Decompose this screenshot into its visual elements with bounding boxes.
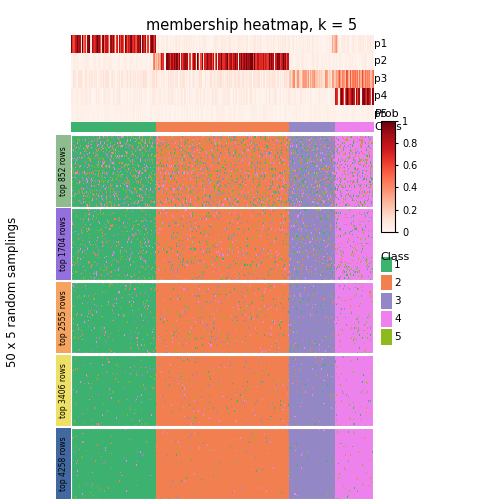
Text: top 852 rows: top 852 rows xyxy=(59,146,68,196)
Text: membership heatmap, k = 5: membership heatmap, k = 5 xyxy=(147,18,357,33)
Text: 2: 2 xyxy=(394,278,401,288)
Text: top 4258 rows: top 4258 rows xyxy=(59,436,68,490)
Text: p3: p3 xyxy=(374,74,388,84)
Text: 3: 3 xyxy=(394,296,401,306)
Text: p4: p4 xyxy=(374,91,388,101)
Text: top 3406 rows: top 3406 rows xyxy=(59,363,68,418)
Text: 1: 1 xyxy=(394,260,401,270)
Text: Class: Class xyxy=(381,252,410,262)
Text: top 1704 rows: top 1704 rows xyxy=(59,217,68,272)
Text: p1: p1 xyxy=(374,39,388,49)
Title: Prob: Prob xyxy=(375,109,400,119)
Text: p2: p2 xyxy=(374,56,388,67)
Text: 4: 4 xyxy=(394,314,401,324)
Text: 50 x 5 random samplings: 50 x 5 random samplings xyxy=(6,217,19,367)
Text: Class: Class xyxy=(374,122,402,132)
Text: 5: 5 xyxy=(394,332,401,342)
Text: p5: p5 xyxy=(374,109,388,118)
Text: top 2555 rows: top 2555 rows xyxy=(59,290,68,345)
